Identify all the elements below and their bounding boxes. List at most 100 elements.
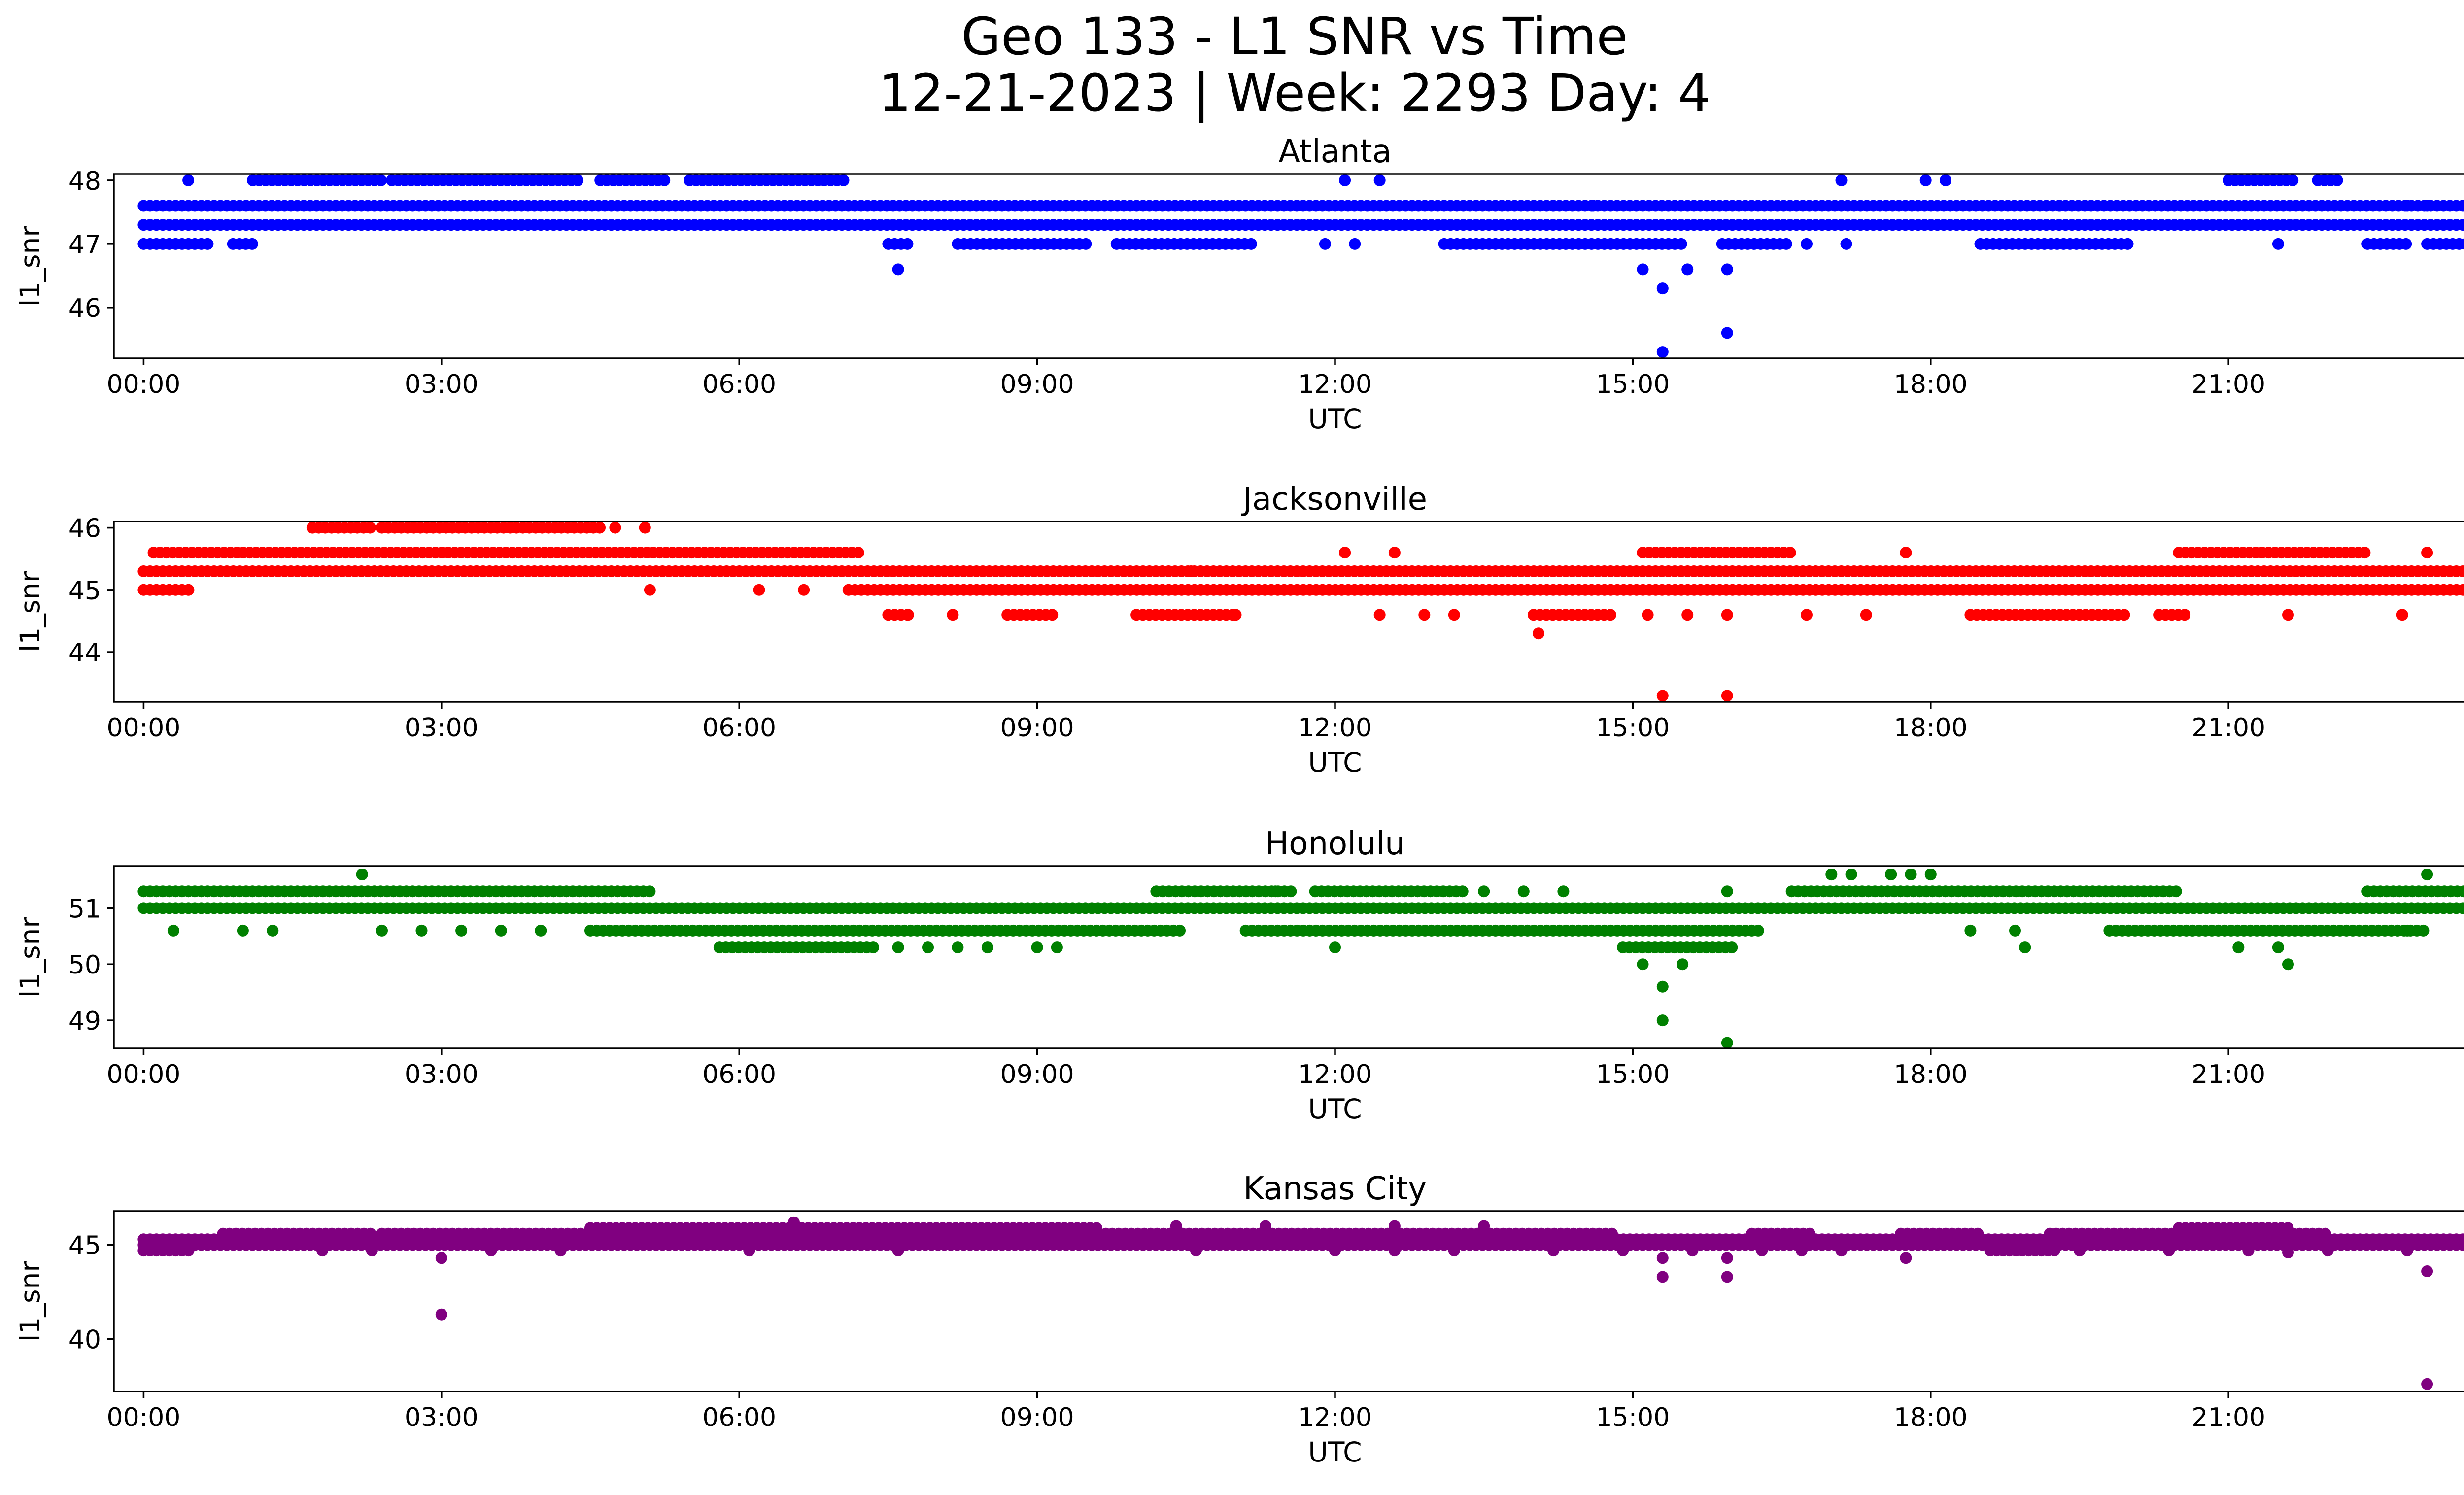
data-point: [2401, 1245, 2413, 1257]
x-tick-label: 21:00: [2191, 1403, 2265, 1432]
x-tick-label: 15:00: [1596, 713, 1670, 743]
x-axis-label: UTC: [1308, 747, 1362, 778]
data-point: [1185, 565, 1197, 577]
data-point: [1604, 609, 1616, 621]
data-point: [375, 174, 387, 186]
data-point: [1547, 1245, 1560, 1257]
y-axis-label: l1_snr: [14, 917, 46, 998]
data-point: [1339, 547, 1351, 559]
data-point: [1456, 885, 1469, 898]
data-point: [1606, 1227, 1618, 1240]
data-point: [1801, 238, 1813, 250]
data-point: [2322, 1245, 2334, 1257]
data-point: [237, 924, 249, 937]
data-point: [1900, 547, 1912, 559]
data-point: [1677, 958, 1689, 971]
data-point: [2421, 1265, 2433, 1277]
y-tick-label: 50: [68, 950, 101, 980]
data-point: [644, 584, 656, 596]
data-point: [1373, 609, 1386, 621]
data-point: [837, 174, 850, 186]
data-point: [1091, 1222, 1102, 1234]
data-point: [1721, 1271, 1733, 1283]
subplot-honolulu: Honolulu 00:00 03:00 06:00 09:00 12:00 15:00 18…: [14, 826, 2464, 1125]
x-tick-label: 06:00: [702, 1060, 776, 1089]
data-point: [2282, 958, 2294, 971]
subplot-jacksonville: Jacksonville 00:00 03:00 06:00 09:00 12:00 15:…: [14, 481, 2464, 778]
data-point: [1845, 869, 1857, 881]
data-point: [1721, 263, 1733, 276]
y-tick-label: 51: [68, 894, 101, 924]
data-point: [182, 174, 195, 186]
data-point: [788, 1216, 800, 1228]
data-point: [1547, 200, 1560, 212]
data-point: [1656, 346, 1669, 358]
data-point: [1860, 609, 1872, 621]
data-point: [1721, 327, 1733, 339]
data-point: [644, 885, 656, 898]
data-point: [2460, 238, 2464, 250]
data-point: [554, 1245, 567, 1257]
data-point: [455, 924, 468, 937]
data-point: [2457, 219, 2464, 231]
data-point: [1804, 1227, 1816, 1240]
data-point: [495, 924, 507, 937]
data-point: [1885, 869, 1897, 881]
data-point: [572, 174, 584, 186]
data-point: [594, 522, 606, 534]
y-tick-label: 45: [68, 1231, 101, 1261]
x-tick-label: 21:00: [2191, 1060, 2265, 1089]
data-point: [1230, 609, 1242, 621]
data-point: [1656, 690, 1669, 702]
data-point: [1339, 174, 1351, 186]
y-tick-label: 44: [68, 638, 101, 668]
data-point: [1721, 609, 1733, 621]
x-tick-label: 18:00: [1894, 370, 1968, 399]
data-point: [2359, 547, 2371, 559]
x-tick-label: 18:00: [1894, 713, 1968, 743]
figure-title-line-2: 12-21-2023 | Week: 2293 Day: 4: [879, 63, 1711, 123]
data-point: [753, 584, 765, 596]
data-point: [2417, 924, 2430, 937]
data-point: [1190, 1245, 1202, 1257]
data-point: [1756, 1245, 1768, 1257]
data-point: [2272, 238, 2284, 250]
data-point: [2396, 609, 2408, 621]
data-point: [2421, 200, 2433, 212]
data-point: [2179, 609, 2191, 621]
subplot-kansas-city: Kansas City 00:00 03:00 06:00 09:00 12:00 15:0…: [14, 1171, 2464, 1468]
subplot-title: Kansas City: [1243, 1171, 1427, 1207]
subplot-title: Atlanta: [1278, 134, 1392, 170]
data-point: [2457, 565, 2464, 577]
data-point: [2401, 200, 2413, 212]
x-tick-label: 00:00: [107, 1403, 181, 1432]
data-point: [609, 522, 621, 534]
data-point: [901, 238, 914, 250]
data-series: [137, 522, 2464, 702]
y-tick-label: 40: [68, 1325, 101, 1355]
data-point: [1319, 238, 1331, 250]
x-tick-label: 21:00: [2191, 370, 2265, 399]
data-point: [2170, 885, 2182, 898]
x-tick-label: 15:00: [1596, 1403, 1670, 1432]
y-tick-label: 49: [68, 1007, 101, 1036]
data-point: [1675, 238, 1687, 250]
data-point: [1721, 885, 1733, 898]
data-point: [1795, 1245, 1808, 1257]
data-point: [415, 924, 428, 937]
data-point: [1478, 885, 1490, 898]
x-tick-label: 03:00: [405, 370, 479, 399]
data-point: [1418, 609, 1431, 621]
data-point: [2048, 1245, 2060, 1257]
data-point: [1721, 690, 1733, 702]
data-point: [1825, 869, 1838, 881]
data-point: [2331, 174, 2343, 186]
data-point: [2074, 1245, 2086, 1257]
data-point: [1329, 1245, 1341, 1257]
data-point: [2457, 200, 2464, 212]
data-point: [202, 238, 214, 250]
data-point: [470, 565, 482, 577]
figure-title-line-1: Geo 133 - L1 SNR vs Time: [961, 6, 1628, 67]
x-tick-label: 18:00: [1894, 1060, 1968, 1089]
x-tick-label: 06:00: [702, 1403, 776, 1432]
